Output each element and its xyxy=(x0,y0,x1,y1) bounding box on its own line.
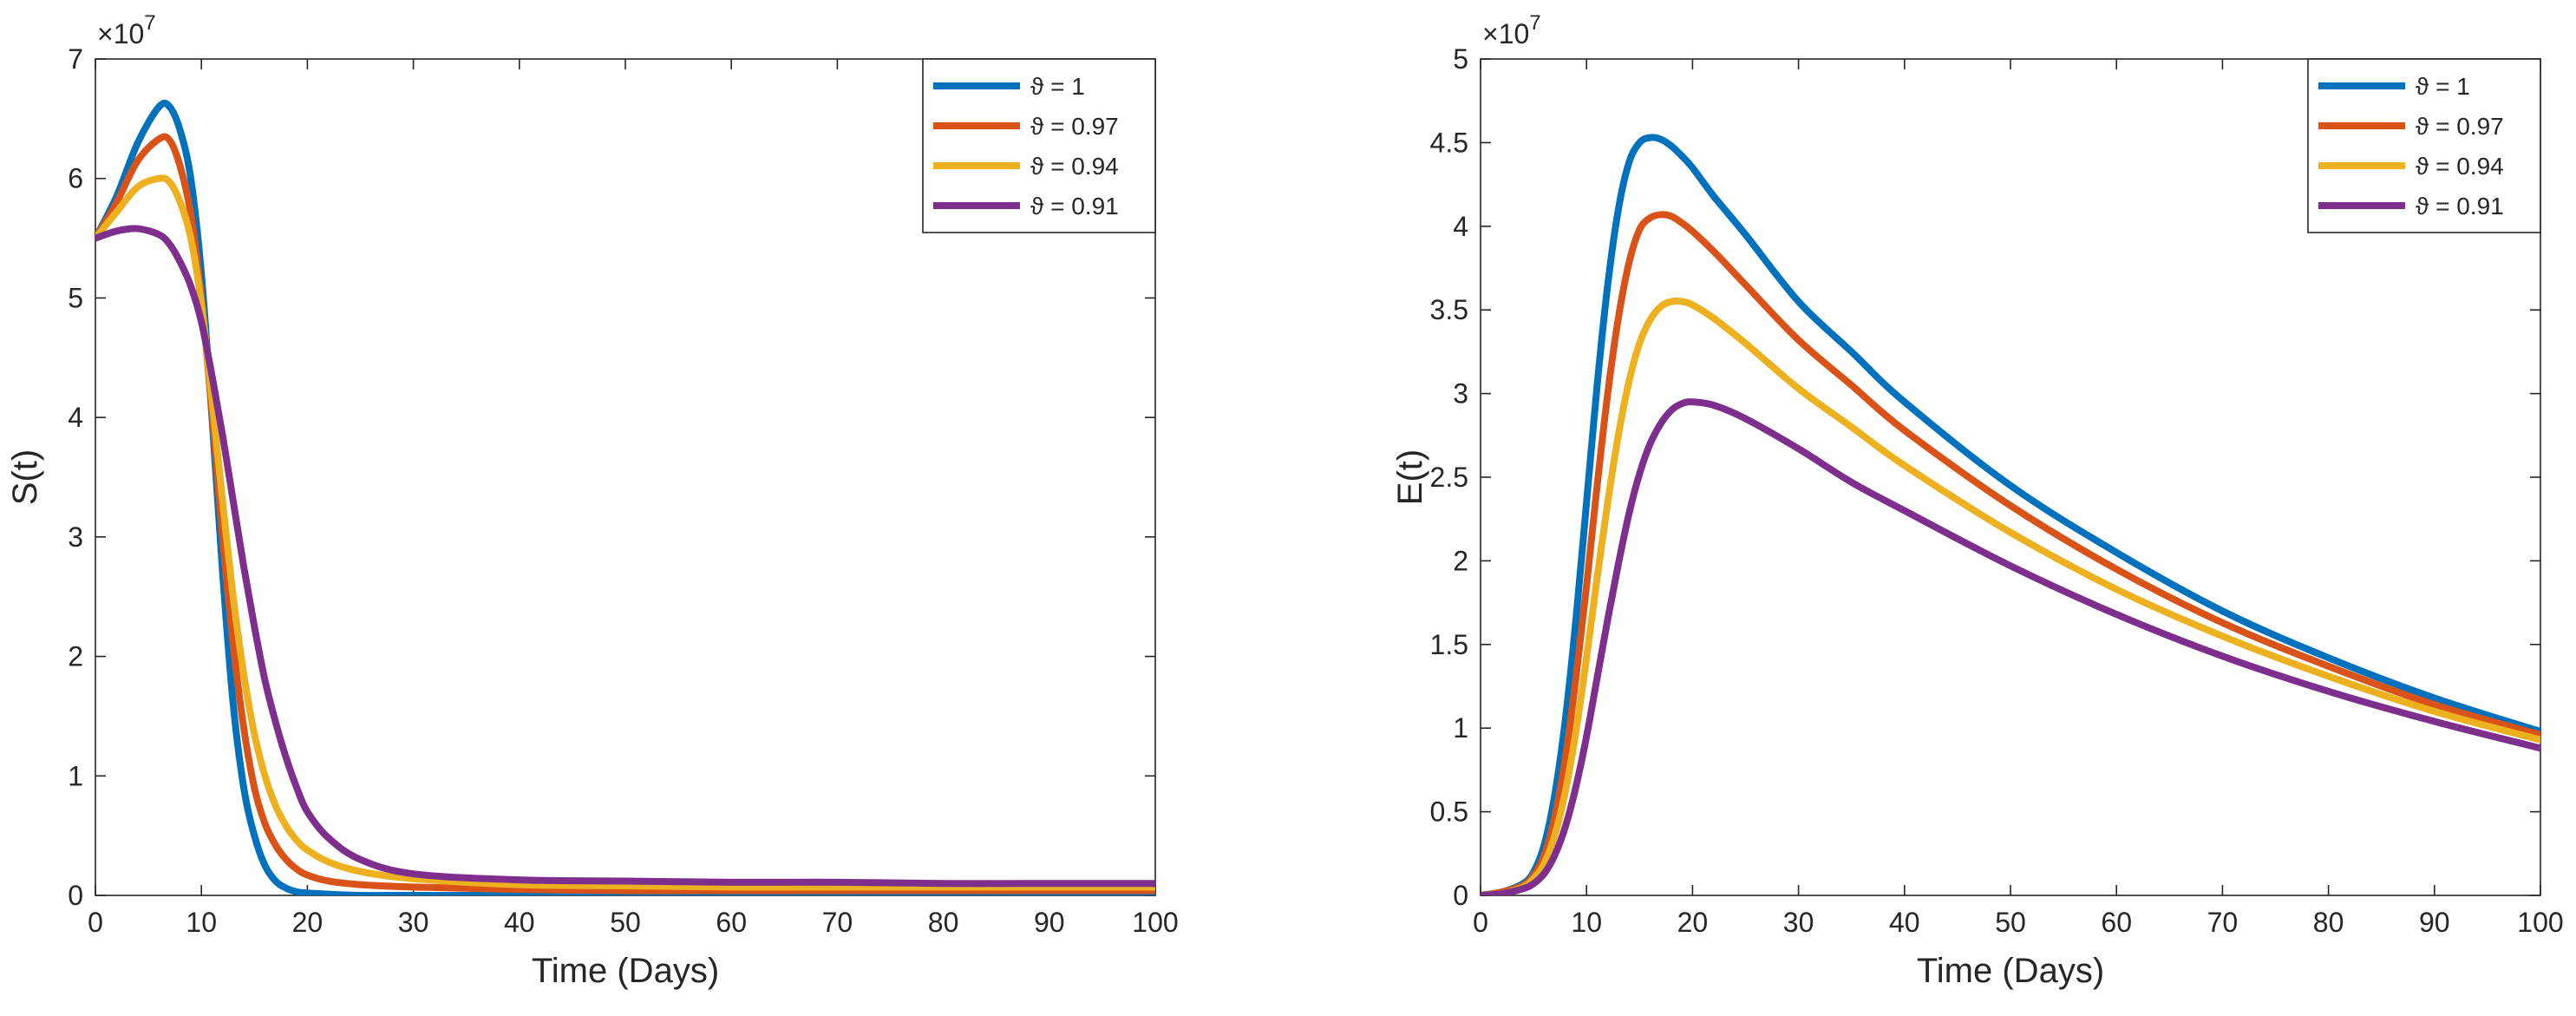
series-line-2 xyxy=(1481,211,2540,895)
x-tick-label: 90 xyxy=(1034,907,1065,938)
x-tick-label: 70 xyxy=(822,907,853,938)
y-exponent-power: 7 xyxy=(144,11,155,35)
y-exponent-label: ×107 xyxy=(97,11,156,49)
legend-label-1: ϑ = 1 xyxy=(1030,73,1085,100)
y-axis-label: E(t) xyxy=(1391,449,1429,505)
legend-label-4: ϑ = 0.91 xyxy=(1030,193,1119,220)
x-tick-label: 60 xyxy=(716,907,747,938)
y-tick-label: 4 xyxy=(68,402,83,433)
legend: ϑ = 1 ϑ = 0.97 ϑ = 0.94 ϑ = 0.91 xyxy=(922,58,1156,233)
x-tick-label: 50 xyxy=(1995,907,2026,938)
x-tick-label: 100 xyxy=(2517,907,2563,938)
y-exponent-label: ×107 xyxy=(1482,11,1541,49)
legend-label-3: ϑ = 0.94 xyxy=(1030,153,1119,180)
series-line-3 xyxy=(1481,297,2540,895)
legend: ϑ = 1 ϑ = 0.97 ϑ = 0.94 ϑ = 0.91 xyxy=(2307,58,2541,233)
y-tick-label: 2 xyxy=(68,641,83,672)
chart-2: 0 10 20 30 40 50 60 70 80 90 100 0 0.5 1 1.5 2 2.5 3 3.5 4 4… xyxy=(1391,11,2564,990)
y-tick-label: 6 xyxy=(68,163,83,194)
y-tick-label: 7 xyxy=(68,43,83,75)
x-axis-label: Time (Days) xyxy=(1917,952,2104,990)
y-tick-label: 3 xyxy=(1453,378,1468,410)
y-tick-label: 2 xyxy=(1453,545,1468,576)
x-tick-label: 40 xyxy=(1889,907,1920,938)
series-line-1 xyxy=(95,99,1155,895)
y-tick-label: 3 xyxy=(68,521,83,553)
y-tick-label: 0 xyxy=(68,880,83,911)
x-tick-label: 0 xyxy=(88,907,103,938)
y-tick-label: 1.5 xyxy=(1430,629,1468,660)
y-exponent-power: 7 xyxy=(1529,11,1540,35)
x-tick-label: 80 xyxy=(928,907,959,938)
y-tick-label: 1 xyxy=(68,760,83,791)
legend-label-1: ϑ = 1 xyxy=(2416,73,2470,100)
series-line-3 xyxy=(95,174,1155,891)
y-tick-label: 0 xyxy=(1453,880,1468,911)
x-axis-label: Time (Days) xyxy=(532,952,719,990)
series-lines xyxy=(1481,134,2540,895)
y-exponent-base: ×10 xyxy=(97,18,144,49)
x-tick-label: 60 xyxy=(2101,907,2132,938)
series-lines xyxy=(95,99,1155,895)
x-tick-label: 80 xyxy=(2313,907,2344,938)
y-tick-label: 2.5 xyxy=(1430,462,1468,493)
chart-1: 0 10 20 30 40 50 60 70 80 90 100 0 1 2 3 4 5 6 7 Time (Days… xyxy=(6,11,1179,990)
x-tick-label: 100 xyxy=(1132,907,1178,938)
x-tick-label: 0 xyxy=(1473,907,1488,938)
x-tick-label: 20 xyxy=(292,907,324,938)
x-tick-label: 30 xyxy=(1783,907,1814,938)
y-tick-label: 4.5 xyxy=(1430,127,1468,158)
y-tick-label: 5 xyxy=(68,282,83,313)
x-tick-label: 40 xyxy=(504,907,535,938)
y-tick-label: 3.5 xyxy=(1430,294,1468,325)
series-line-4 xyxy=(95,225,1155,888)
y-tick-label: 0.5 xyxy=(1430,796,1468,828)
x-tick-label: 10 xyxy=(186,907,217,938)
legend-label-2: ϑ = 0.97 xyxy=(2416,113,2504,140)
y-tick-label: 1 xyxy=(1453,712,1468,744)
x-tick-label: 90 xyxy=(2419,907,2450,938)
y-tick-label: 5 xyxy=(1453,43,1468,75)
series-line-1 xyxy=(1481,134,2540,895)
x-tick-label: 70 xyxy=(2207,907,2239,938)
legend-label-2: ϑ = 0.97 xyxy=(1030,113,1119,140)
legend-label-4: ϑ = 0.91 xyxy=(2416,193,2504,220)
series-line-2 xyxy=(95,133,1155,895)
series-line-4 xyxy=(1481,398,2540,895)
x-tick-label: 10 xyxy=(1571,907,1602,938)
x-tick-label: 20 xyxy=(1677,907,1709,938)
legend-label-3: ϑ = 0.94 xyxy=(2416,153,2504,180)
y-tick-label: 4 xyxy=(1453,211,1468,242)
x-tick-label: 50 xyxy=(610,907,641,938)
y-axis-label: S(t) xyxy=(6,449,44,505)
x-tick-label: 30 xyxy=(398,907,429,938)
y-exponent-base: ×10 xyxy=(1482,18,1529,49)
